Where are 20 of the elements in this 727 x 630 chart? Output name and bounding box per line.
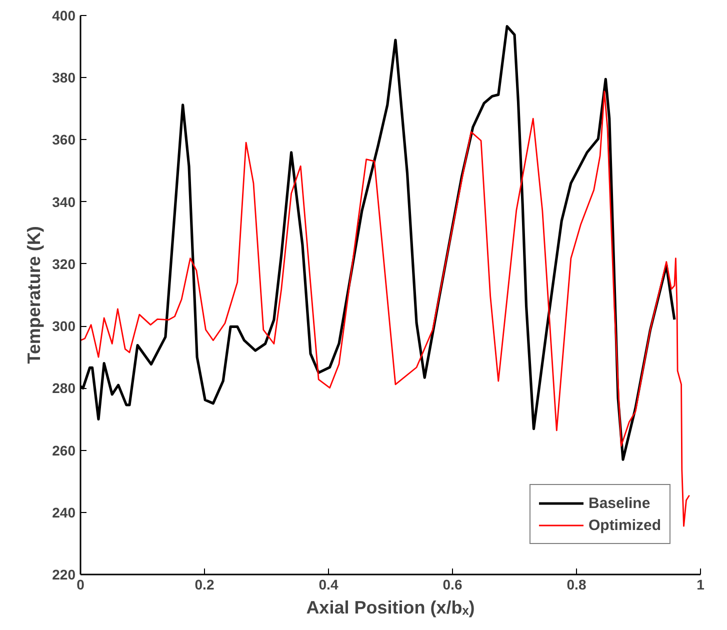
y-tick-label: 360 [52, 132, 76, 148]
y-tick-label: 340 [52, 194, 76, 210]
legend-label: Baseline [588, 494, 650, 512]
x-tick-label: 0.2 [194, 576, 214, 592]
x-axis-title: Axial Position (x/bₓ) [306, 598, 475, 618]
x-tick-label: 0 [76, 576, 85, 592]
y-tick-label: 220 [52, 566, 76, 582]
y-tick-label: 380 [52, 70, 76, 86]
y-tick-label: 300 [52, 318, 76, 334]
y-tick-label: 280 [52, 380, 76, 396]
x-tick-label: 0.8 [566, 576, 586, 592]
y-tick-label: 260 [52, 442, 76, 458]
y-tick-label: 240 [52, 504, 76, 520]
y-tick-label: 400 [52, 8, 76, 24]
legend-label: Optimized [588, 516, 661, 534]
x-tick-label: 0.6 [442, 576, 462, 592]
y-axis-title: Temperature (K) [24, 226, 44, 364]
y-tick-label: 320 [52, 256, 76, 272]
x-tick-label: 1 [696, 576, 705, 592]
x-tick-label: 0.4 [318, 576, 338, 592]
